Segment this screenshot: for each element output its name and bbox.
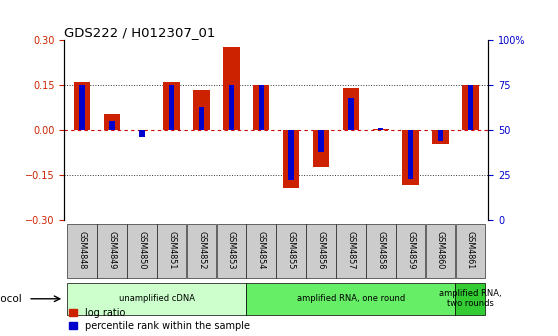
Text: GDS222 / H012307_01: GDS222 / H012307_01: [64, 26, 215, 39]
Text: GSM4860: GSM4860: [436, 232, 445, 270]
Bar: [74, 82, 90, 130]
Bar: [199, 107, 204, 130]
Bar: [432, 130, 449, 143]
Text: GSM4855: GSM4855: [287, 231, 296, 270]
Bar: [193, 90, 210, 130]
Text: GSM4856: GSM4856: [316, 232, 325, 270]
Text: GSM4849: GSM4849: [108, 232, 117, 270]
Text: unamplified cDNA: unamplified cDNA: [119, 294, 195, 303]
Text: protocol: protocol: [0, 294, 22, 304]
Text: GSM4848: GSM4848: [78, 232, 86, 270]
FancyBboxPatch shape: [276, 223, 306, 278]
Bar: [378, 128, 383, 130]
Bar: [408, 130, 413, 178]
Text: amplified RNA,
two rounds: amplified RNA, two rounds: [439, 289, 502, 308]
Bar: [79, 85, 85, 130]
Text: GSM4852: GSM4852: [197, 231, 206, 270]
Bar: [462, 85, 479, 130]
FancyBboxPatch shape: [336, 223, 365, 278]
Bar: [223, 47, 239, 130]
Bar: [373, 129, 389, 130]
FancyBboxPatch shape: [127, 223, 157, 278]
Text: GSM4861: GSM4861: [466, 232, 475, 270]
FancyBboxPatch shape: [246, 283, 455, 315]
Bar: [169, 85, 174, 130]
FancyBboxPatch shape: [67, 283, 246, 315]
Text: amplified RNA, one round: amplified RNA, one round: [297, 294, 405, 303]
Bar: [229, 85, 234, 130]
Text: GSM4851: GSM4851: [167, 232, 176, 270]
FancyBboxPatch shape: [366, 223, 396, 278]
FancyBboxPatch shape: [187, 223, 217, 278]
FancyBboxPatch shape: [455, 283, 485, 315]
Bar: [438, 130, 443, 141]
FancyBboxPatch shape: [247, 223, 276, 278]
Text: GSM4854: GSM4854: [257, 232, 266, 270]
FancyBboxPatch shape: [157, 223, 186, 278]
Bar: [109, 121, 114, 130]
Bar: [253, 85, 270, 130]
Text: GSM4857: GSM4857: [347, 231, 355, 270]
FancyBboxPatch shape: [97, 223, 127, 278]
FancyBboxPatch shape: [455, 223, 485, 278]
FancyBboxPatch shape: [68, 223, 97, 278]
Bar: [163, 82, 180, 130]
Bar: [402, 130, 419, 185]
Bar: [468, 85, 473, 130]
Text: GSM4859: GSM4859: [406, 231, 415, 270]
Bar: [348, 98, 354, 130]
Bar: [139, 130, 145, 137]
Bar: [288, 130, 294, 180]
FancyBboxPatch shape: [306, 223, 336, 278]
Text: GSM4858: GSM4858: [376, 232, 385, 270]
Bar: [104, 114, 120, 130]
FancyBboxPatch shape: [217, 223, 246, 278]
Bar: [318, 130, 324, 152]
Bar: [283, 130, 299, 188]
Bar: [258, 85, 264, 130]
FancyBboxPatch shape: [396, 223, 425, 278]
Bar: [313, 130, 329, 167]
Text: GSM4850: GSM4850: [137, 232, 146, 270]
FancyBboxPatch shape: [426, 223, 455, 278]
Legend: log ratio, percentile rank within the sample: log ratio, percentile rank within the sa…: [69, 308, 249, 331]
Bar: [343, 88, 359, 130]
Text: GSM4853: GSM4853: [227, 232, 236, 270]
